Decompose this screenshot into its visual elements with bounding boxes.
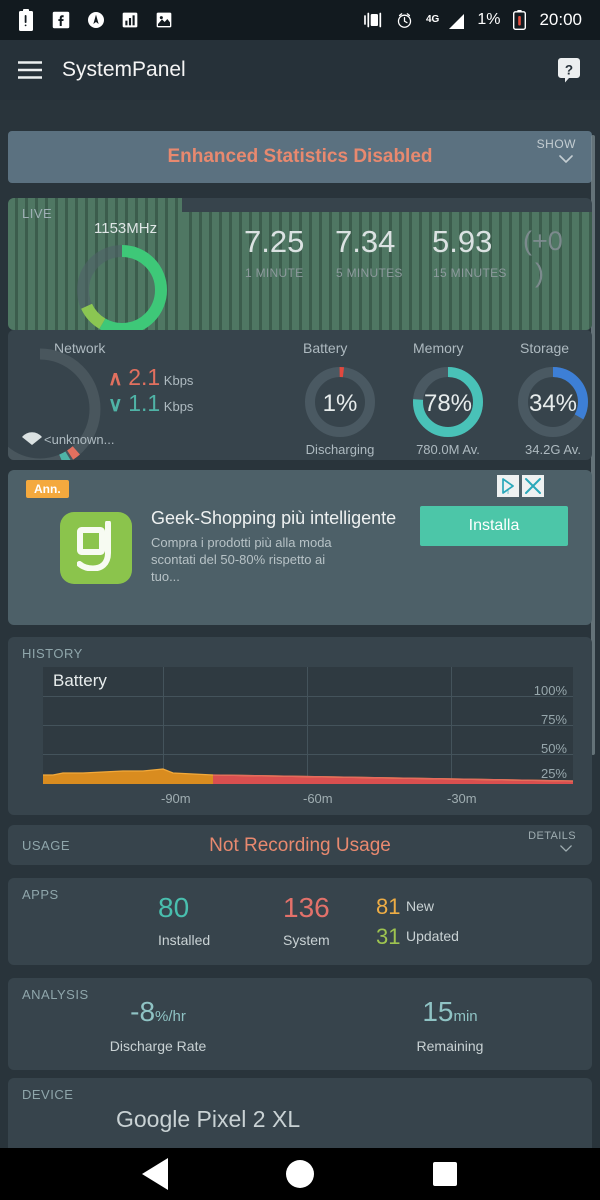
svg-text:4G: 4G [426, 14, 440, 25]
svg-text:?: ? [565, 63, 573, 78]
svg-text:i: i [507, 489, 509, 496]
